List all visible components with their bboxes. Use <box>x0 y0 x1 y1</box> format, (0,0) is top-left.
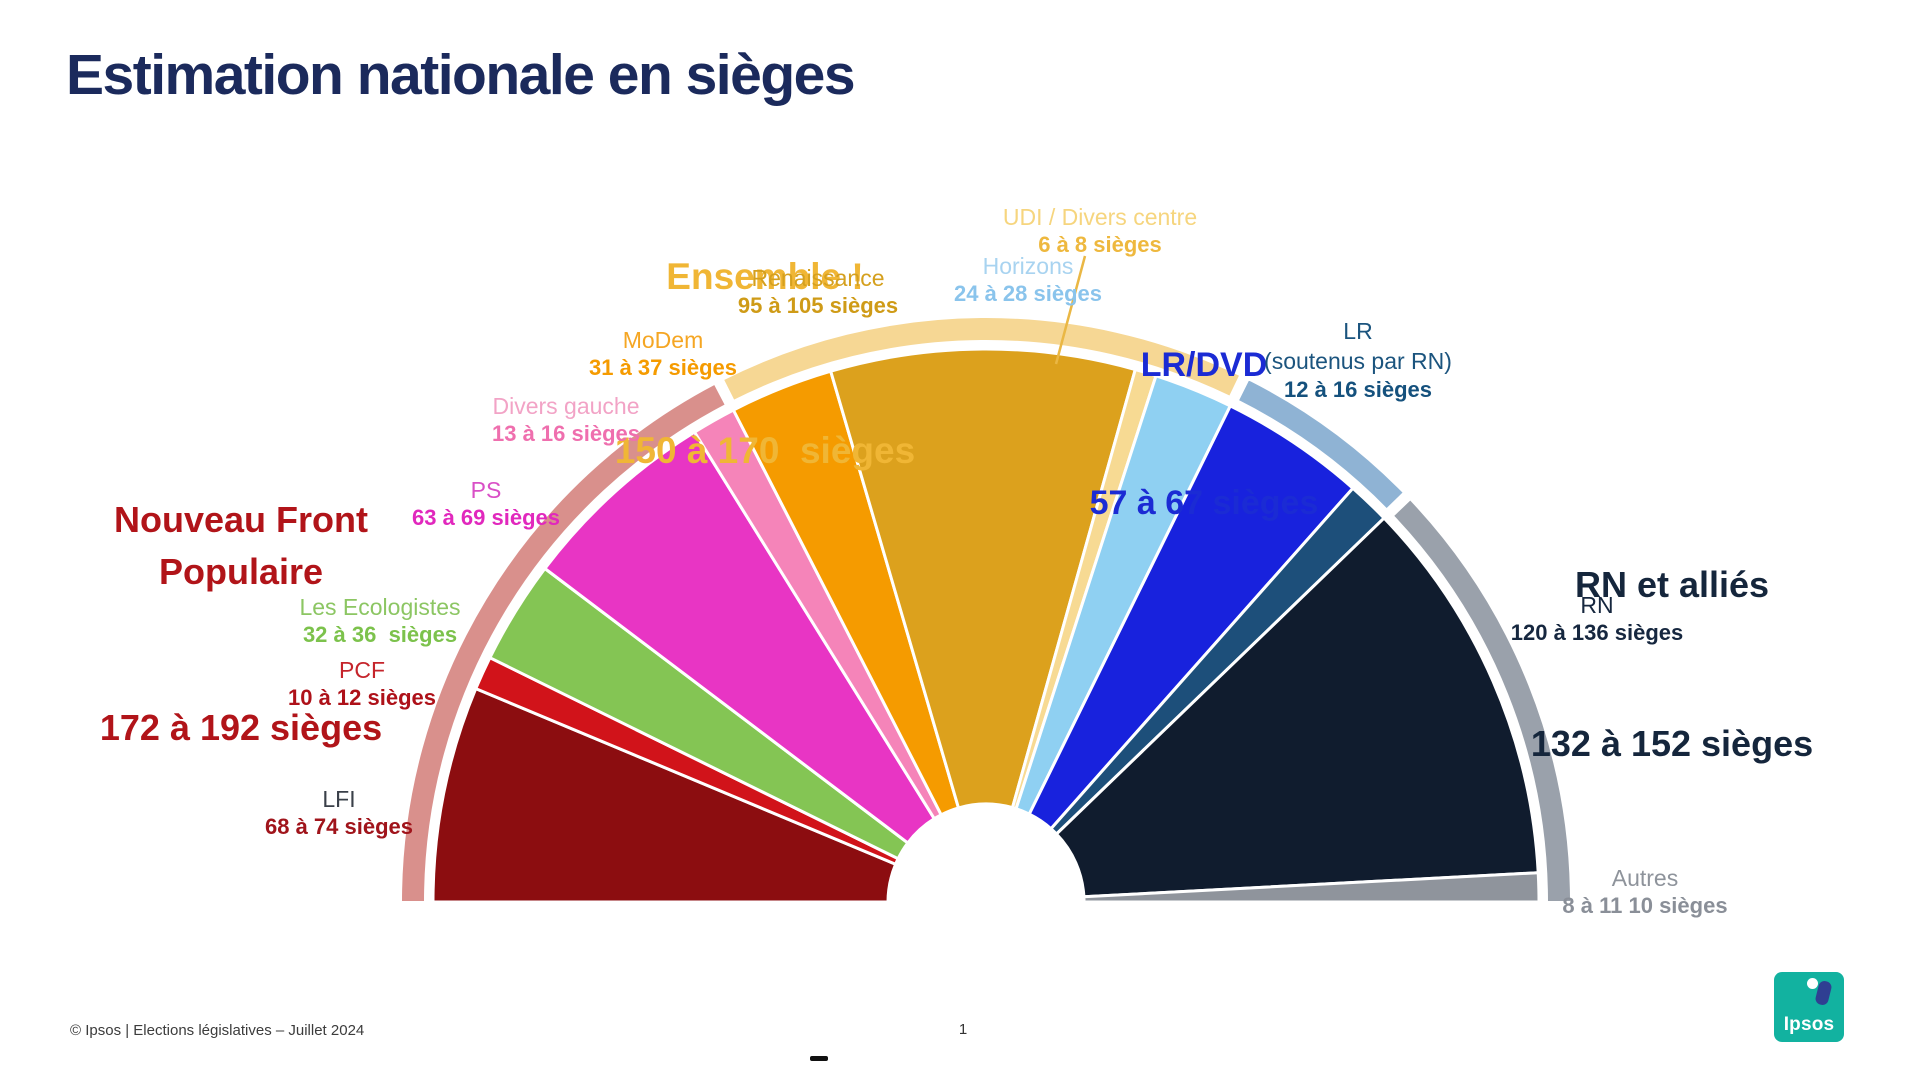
udi-leader-line <box>1054 255 1087 365</box>
ipsos-logo: Ipsos <box>1774 972 1844 1042</box>
band-ensemble- <box>721 316 1242 402</box>
ipsos-logo-dot-icon <box>1807 978 1818 989</box>
wedge-ps <box>543 430 936 845</box>
ipsos-logo-text: Ipsos <box>1783 1014 1835 1035</box>
band-nouveau-front-populaire <box>400 382 727 903</box>
footer-copyright: © Ipsos | Elections législatives – Juill… <box>70 1022 365 1039</box>
bottom-dash <box>810 1056 828 1061</box>
wedge-renaissance <box>829 347 1137 810</box>
page-number: 1 <box>958 1021 968 1038</box>
wedge-autres <box>1082 871 1541 904</box>
wedge-lfi <box>431 687 898 904</box>
wedge-rn <box>1055 516 1540 899</box>
band-rn-et-alli-s <box>1391 498 1572 903</box>
band-lr-dvd <box>1236 378 1405 511</box>
